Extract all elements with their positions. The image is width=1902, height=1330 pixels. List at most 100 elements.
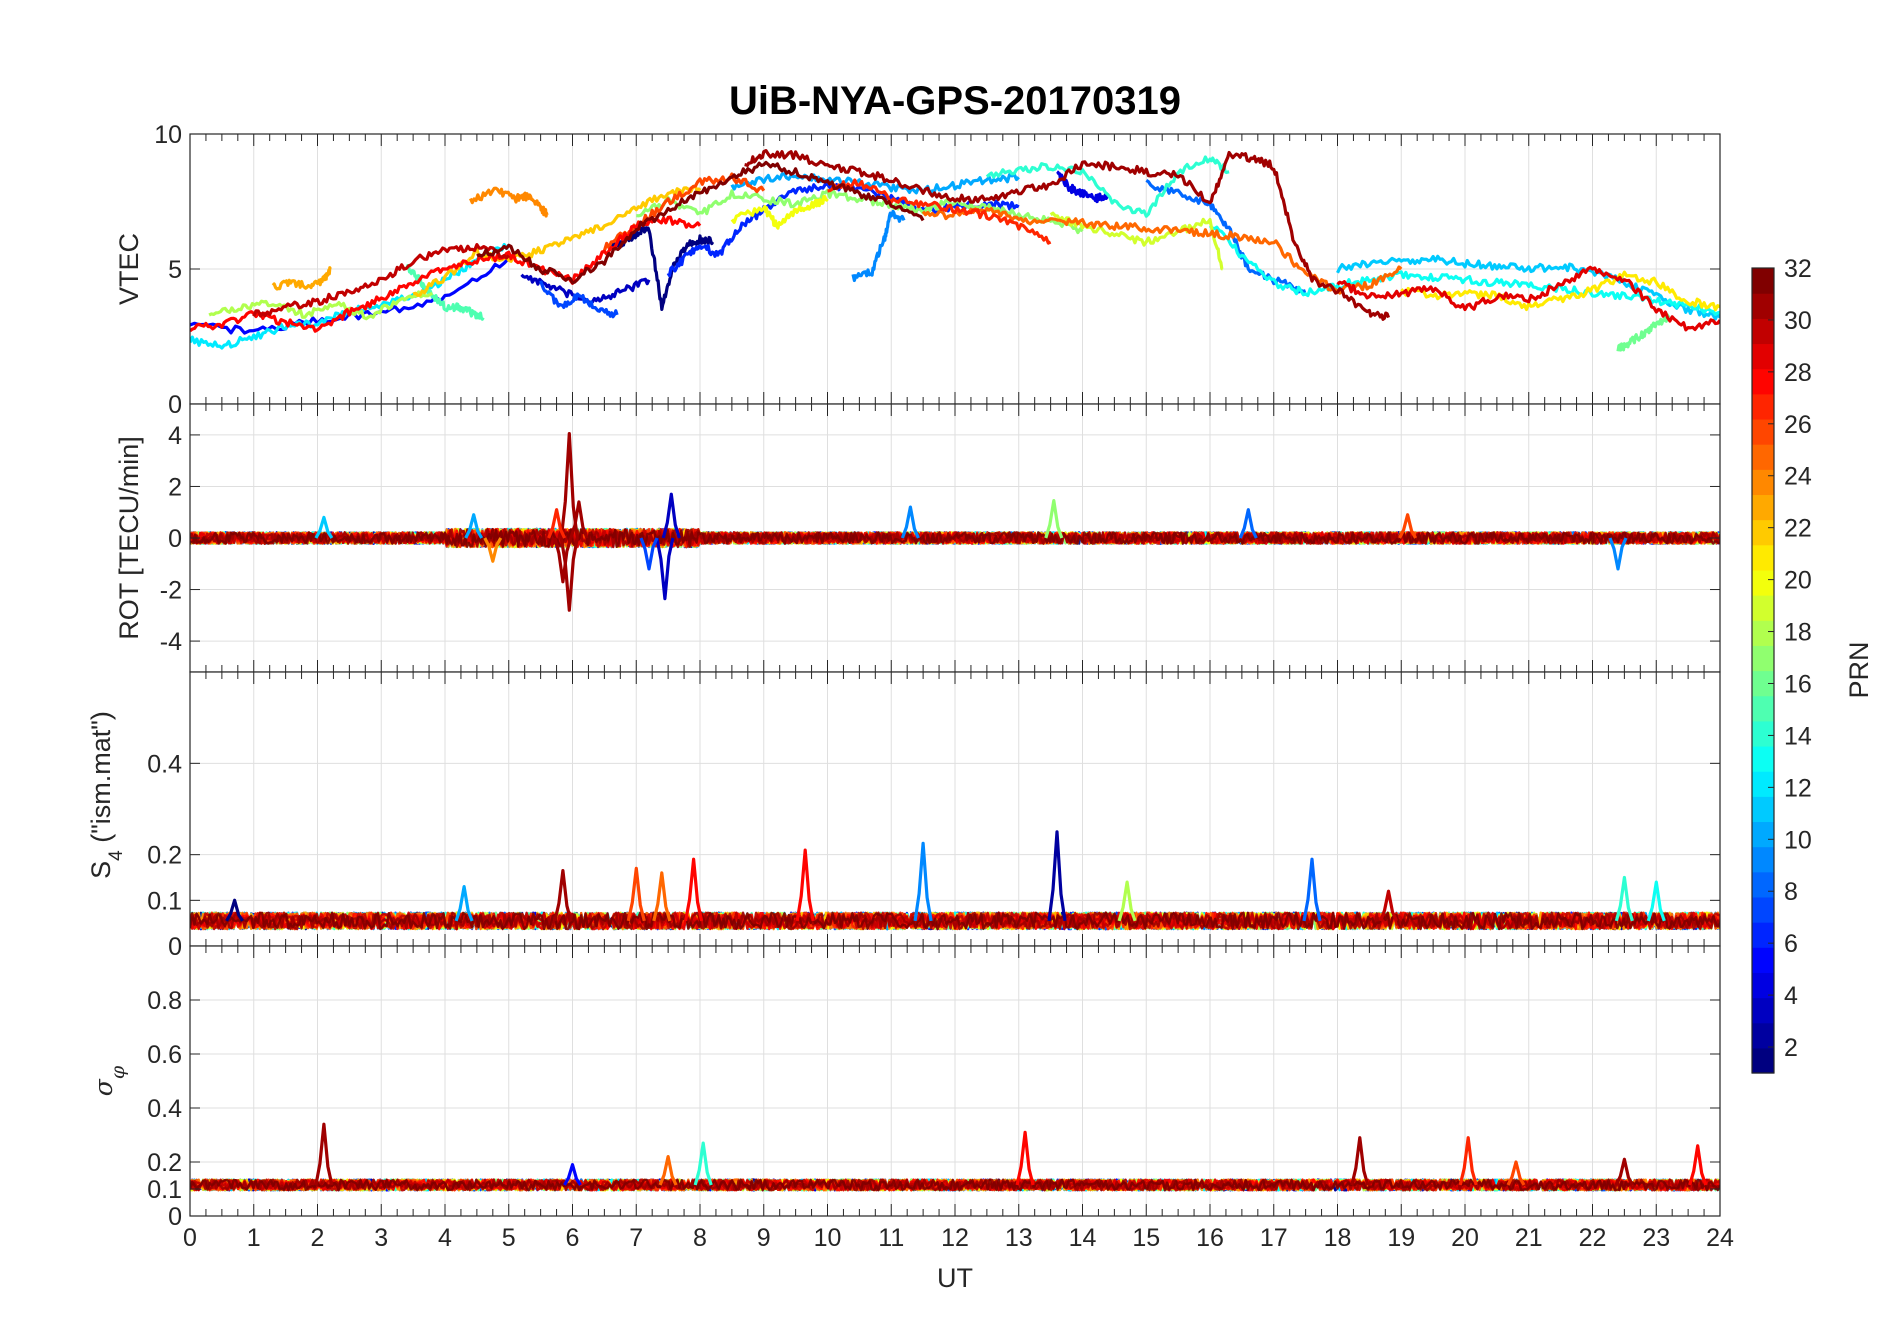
colorbar-segment-16 xyxy=(1752,670,1774,697)
sigma_phi-spike-1 xyxy=(1015,1130,1035,1186)
rot-spike-0 xyxy=(559,432,579,539)
vtec-series-prn-11 xyxy=(1336,254,1720,321)
x-tick-label-2: 2 xyxy=(311,1224,325,1252)
x-tick-label-8: 8 xyxy=(693,1224,707,1252)
vtec-series-prn-9 xyxy=(851,209,906,283)
s4-spike-4 xyxy=(795,848,815,922)
colorbar-segment-24 xyxy=(1752,469,1774,496)
sigma_phi-ytick-label-3: 0.4 xyxy=(147,1095,182,1123)
colorbar-segment-17 xyxy=(1752,645,1774,672)
colorbar-segment-19 xyxy=(1752,595,1774,621)
vtec-ytick-label-1: 5 xyxy=(168,256,182,284)
s4-spike-12 xyxy=(1117,880,1137,922)
rot-ytick-label-3: 2 xyxy=(168,473,182,501)
sigma_phi-spike-0 xyxy=(314,1122,334,1186)
vtec-series-prn-7 xyxy=(539,280,619,319)
rot-ytick-label-4: 4 xyxy=(168,422,182,450)
s4-spike-9 xyxy=(1614,875,1634,922)
sigma_phi-spike-5 xyxy=(1688,1144,1708,1186)
rot-spike-5 xyxy=(661,492,681,539)
s4-series xyxy=(190,830,1720,931)
s4-ylabel-sub: 4 xyxy=(106,850,127,861)
s4-ytick-label-2: 0.2 xyxy=(147,842,182,870)
colorbar-segment-14 xyxy=(1752,720,1774,747)
x-tick-label-7: 7 xyxy=(629,1224,643,1252)
x-tick-label-13: 13 xyxy=(1005,1224,1033,1252)
panel-vtec: 0 5 10 VTEC xyxy=(114,121,1721,419)
x-tick-labels: 0 1 2 3 4 5 6 7 8 9 10 11 12 13 14 15 16 17 18 19 20 21 22 23 24 xyxy=(183,1224,1734,1252)
s4-spike-6 xyxy=(1047,830,1067,922)
colorbar-tick-label-15: 32 xyxy=(1784,255,1812,283)
s4-spike-3 xyxy=(684,857,704,922)
x-tick-label-22: 22 xyxy=(1579,1224,1607,1252)
colorbar-gradient xyxy=(1752,268,1774,1074)
colorbar-segment-23 xyxy=(1752,494,1774,521)
sigma_phi-spike-7 xyxy=(1614,1157,1634,1186)
x-tick-label-5: 5 xyxy=(502,1224,516,1252)
sigma_phi-spike-6 xyxy=(658,1154,678,1186)
colorbar-segment-21 xyxy=(1752,544,1774,571)
x-tick-label-4: 4 xyxy=(438,1224,452,1252)
vtec-series-prn-8 xyxy=(1145,179,1307,294)
x-tick-label-12: 12 xyxy=(941,1224,969,1252)
vtec-ytick-label-2: 10 xyxy=(154,121,182,149)
panel-rot: -4 -2 0 2 4 ROT [TECU/min] xyxy=(114,403,1721,673)
colorbar-tick-label-5: 12 xyxy=(1784,774,1812,802)
rot-spike-4 xyxy=(547,508,567,539)
vtec-series-prn-10 xyxy=(730,172,1020,195)
vtec-series-prn-16 xyxy=(1616,313,1671,352)
sigma-grid xyxy=(189,946,1721,1217)
x-tick-label-3: 3 xyxy=(374,1224,388,1252)
vtec-series-prn-32 xyxy=(476,160,925,285)
colorbar-segment-22 xyxy=(1752,519,1774,546)
sigma-ylabel-sub: φ xyxy=(107,1065,129,1079)
rot-spike-8 xyxy=(900,505,920,539)
chart-title: UiB-NYA-GPS-20170319 xyxy=(729,79,1181,123)
colorbar-tick-label-2: 6 xyxy=(1784,930,1798,958)
vtec-series-prn-25 xyxy=(921,207,1403,295)
vtec-series-prn-4 xyxy=(1056,170,1110,204)
sigma_phi-ytick-label-2: 0.2 xyxy=(147,1149,182,1177)
vtec-series-prn-14 xyxy=(985,155,1230,218)
colorbar-segment-6 xyxy=(1752,922,1774,948)
colorbar-segment-12 xyxy=(1752,771,1774,797)
x-tick-label-6: 6 xyxy=(566,1224,580,1252)
colorbar-tick-label-7: 16 xyxy=(1784,670,1812,698)
colorbar-segment-15 xyxy=(1752,695,1774,722)
rot-ytick-label-0: -4 xyxy=(160,628,182,656)
sigma_phi-ytick-label-4: 0.6 xyxy=(147,1041,182,1069)
vtec-series-prn-20 xyxy=(730,195,829,230)
vtec-series-prn-31 xyxy=(744,149,1391,321)
colorbar-segment-4 xyxy=(1752,972,1774,999)
colorbar-tick-label-3: 8 xyxy=(1784,878,1798,906)
panel-sigma-phi: 00.10.2 0.4 0.6 0.8 σφ xyxy=(89,945,1721,1231)
colorbar-segment-11 xyxy=(1752,796,1774,823)
vtec-series-prn-28 xyxy=(190,215,702,333)
sigma_phi-ytick-label-5: 0.8 xyxy=(147,987,182,1015)
s4-spike-1 xyxy=(626,866,646,922)
colorbar-segment-20 xyxy=(1752,569,1774,596)
rot-spike-12 xyxy=(464,513,484,539)
x-tick-label-16: 16 xyxy=(1196,1224,1224,1252)
s4-ylabel-base: S xyxy=(86,861,116,879)
x-tick-label-18: 18 xyxy=(1324,1224,1352,1252)
colorbar-segment-7 xyxy=(1752,896,1774,923)
panel-s4: 0 0.1 0.2 0.4 S4 ("ism.mat") xyxy=(86,671,1721,961)
x-tick-label-10: 10 xyxy=(814,1224,842,1252)
s4-spike-8 xyxy=(1379,889,1398,922)
x-tick-label-9: 9 xyxy=(757,1224,771,1252)
sigma_phi-spike-2 xyxy=(1350,1136,1370,1186)
colorbar-segment-32 xyxy=(1752,268,1774,294)
colorbar-segment-2 xyxy=(1752,1022,1774,1049)
rot-ticks: -4 -2 0 2 4 xyxy=(160,403,1721,673)
x-tick-label-19: 19 xyxy=(1387,1224,1415,1252)
x-tick-label-11: 11 xyxy=(878,1224,904,1252)
rot-spike-6 xyxy=(655,537,675,601)
s4-series-prn-32 xyxy=(190,911,1720,931)
colorbar-segment-5 xyxy=(1752,947,1774,973)
colorbar-segment-18 xyxy=(1752,620,1774,646)
vtec-series-prn-21 xyxy=(1400,270,1720,312)
vtec-series-prn-18 xyxy=(208,290,434,321)
sigma-ticks: 00.10.2 0.4 0.6 0.8 xyxy=(147,945,1721,1231)
